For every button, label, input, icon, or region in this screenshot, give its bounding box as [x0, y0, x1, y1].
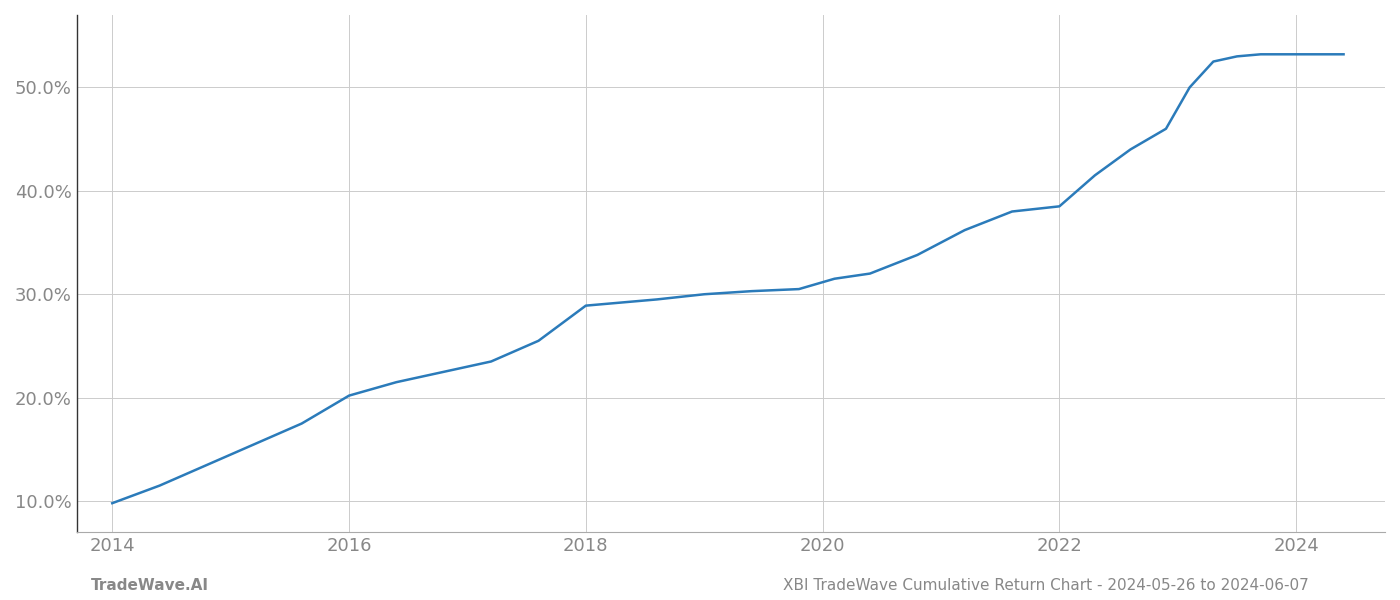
Text: TradeWave.AI: TradeWave.AI — [91, 578, 209, 593]
Text: XBI TradeWave Cumulative Return Chart - 2024-05-26 to 2024-06-07: XBI TradeWave Cumulative Return Chart - … — [783, 578, 1309, 593]
